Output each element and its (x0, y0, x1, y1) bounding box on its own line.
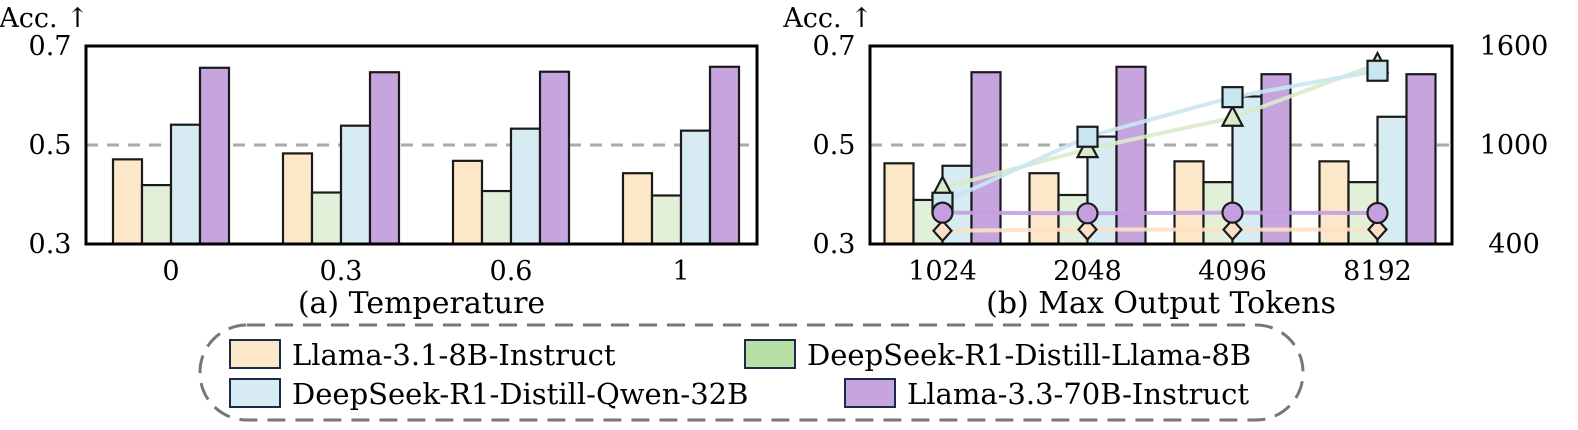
x-tick-label: 0 (162, 256, 179, 287)
bar (679, 129, 712, 246)
y2-tick-label: 400 (1488, 229, 1540, 260)
point-square (1221, 86, 1244, 109)
point-diamond (1222, 218, 1243, 242)
bar (140, 183, 173, 246)
legend-swatch (229, 339, 281, 369)
bar (1115, 65, 1147, 246)
plot-frame (84, 44, 759, 246)
point-diamond (1077, 217, 1098, 242)
legend-label: Llama-3.1-8B-Instruct (292, 338, 616, 372)
x-tick-label: 1 (672, 256, 689, 287)
y-tick-label: 0.3 (813, 229, 856, 260)
bar (538, 70, 571, 246)
bar (111, 158, 144, 246)
point-circle (1076, 202, 1099, 225)
y-tick-label: 0.7 (29, 31, 72, 62)
point-circle (1366, 201, 1389, 225)
bar (368, 71, 401, 246)
legend-box (198, 323, 1305, 422)
x-tick-label: 2048 (1053, 256, 1122, 287)
bar (883, 162, 915, 246)
panel-caption: (a) Temperature (298, 286, 545, 321)
y-axis-label: Acc. ↑ (782, 3, 873, 34)
x-tick-label: 0.6 (490, 256, 533, 287)
y2-tick-label: 1600 (1480, 31, 1549, 62)
point-diamond (1367, 217, 1388, 242)
legend-label: Llama-3.3-70B-Instruct (907, 377, 1249, 411)
bar (310, 191, 343, 246)
point-diamond (932, 219, 953, 243)
point-square (1366, 59, 1389, 82)
bar (1028, 172, 1060, 246)
x-tick-label: 8192 (1343, 256, 1412, 287)
y-tick-label: 0.5 (29, 130, 72, 161)
plot-frame (868, 44, 1454, 246)
x-tick-label: 1024 (908, 256, 977, 287)
line-square (941, 68, 1378, 205)
legend-swatch (229, 378, 281, 408)
legend-label: DeepSeek-R1-Distill-Qwen-32B (292, 377, 748, 411)
bar (1405, 73, 1437, 246)
bar (198, 66, 231, 246)
x-tick-label: 0.3 (320, 256, 363, 287)
y-tick-label: 0.7 (813, 31, 856, 62)
bar (970, 71, 1002, 246)
line-circle (942, 210, 1378, 216)
bar (480, 189, 513, 246)
y-tick-label: 0.5 (813, 130, 856, 161)
legend-label: DeepSeek-R1-Distill-Llama-8B (807, 338, 1251, 372)
bar (509, 127, 542, 246)
point-circle (931, 201, 954, 224)
point-square (1076, 125, 1099, 148)
point-circle (1221, 201, 1244, 224)
bar (1318, 160, 1350, 246)
panel-caption: (b) Max Output Tokens (986, 286, 1336, 321)
y-axis-label: Acc. ↑ (0, 3, 89, 34)
legend: Llama-3.1-8B-Instruct DeepSeek-R1-Distill… (198, 323, 1305, 422)
x-tick-label: 4096 (1198, 256, 1267, 287)
bar (650, 194, 683, 246)
y2-tick-label: 1000 (1480, 130, 1549, 161)
bar (621, 172, 654, 246)
point-triangle (1220, 104, 1245, 127)
bar (339, 124, 372, 246)
bar (451, 159, 484, 246)
bar (281, 152, 314, 246)
line-diamond (942, 227, 1378, 233)
legend-swatch (844, 378, 896, 408)
y-tick-label: 0.3 (29, 229, 72, 260)
legend-swatch (744, 339, 796, 369)
bar (169, 123, 202, 246)
bar (708, 65, 741, 246)
